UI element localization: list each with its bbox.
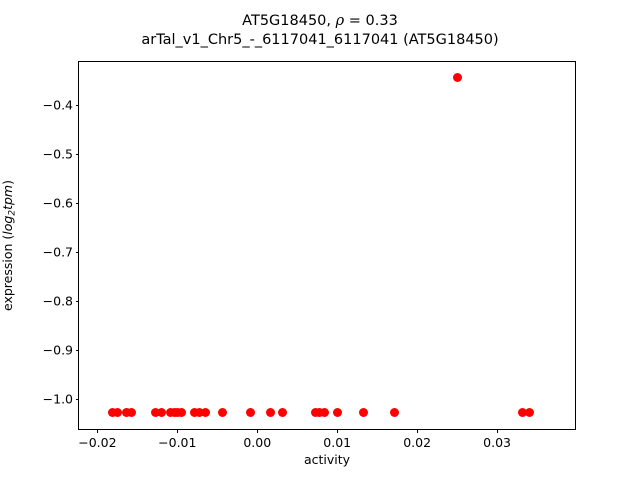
x-tick-mark [257, 429, 259, 433]
y-axis-label-math-base: log [0, 215, 15, 235]
y-tick-mark [75, 202, 79, 204]
y-tick-label: −0.6 [42, 195, 73, 211]
y-tick-label: −0.5 [42, 146, 73, 162]
y-tick-mark [75, 251, 79, 253]
x-tick-mark [337, 429, 339, 433]
x-tick-label: 0.02 [403, 435, 432, 450]
data-point [390, 408, 400, 418]
chart-title-line-2: arTal_v1_Chr5_-_6117041_6117041 (AT5G184… [141, 32, 499, 48]
data-point [195, 408, 205, 418]
data-point [190, 408, 200, 418]
y-axis-label-prefix: expression ( [0, 234, 15, 311]
data-point [266, 408, 276, 418]
data-point [217, 408, 227, 418]
y-axis-label: expression (log2tpm) [0, 61, 22, 430]
data-point [112, 408, 122, 418]
data-point [122, 408, 132, 418]
rho-symbol: ρ [335, 13, 345, 29]
y-tick-mark [75, 104, 79, 106]
y-tick-mark [75, 153, 79, 155]
data-point [278, 408, 288, 418]
x-tick-label: 0.03 [483, 435, 511, 450]
chart-title: AT5G18450, ρ = 0.33 arTal_v1_Chr5_-_6117… [0, 12, 640, 50]
y-tick-mark [75, 300, 79, 302]
data-point [127, 408, 137, 418]
x-tick-label: 0.00 [243, 435, 272, 450]
data-point [156, 408, 166, 418]
data-point [108, 408, 118, 418]
x-tick-mark [417, 429, 419, 433]
chart-title-line-1: AT5G18450, ρ = 0.33 [0, 12, 640, 31]
data-point [319, 408, 329, 418]
x-axis-label: activity [303, 452, 351, 467]
title-gene-prefix: AT5G18450, [242, 13, 336, 29]
x-tick-mark [497, 429, 499, 433]
y-tick-label: −0.8 [42, 293, 73, 309]
plot-axes: −0.02 −0.01 0.00 0.01 0.02 0.03 −0.4 −0.5 −0.6 −… [43, 61, 576, 450]
x-tick-mark [177, 429, 179, 433]
data-point [151, 408, 161, 418]
data-point [176, 408, 186, 418]
data-point [525, 408, 535, 418]
plot-data-area [79, 62, 575, 429]
y-tick-mark [75, 398, 79, 400]
data-point [453, 73, 463, 83]
y-tick-mark [75, 349, 79, 351]
data-point [315, 408, 325, 418]
data-point [245, 408, 255, 418]
data-point [333, 408, 343, 418]
x-tick-mark [97, 429, 99, 433]
y-tick-label: −0.7 [42, 244, 73, 260]
x-tick-label: 0.01 [323, 435, 352, 450]
y-axis-label-math-sub: 2 [7, 209, 18, 216]
data-point [200, 408, 210, 418]
y-tick-label: −0.9 [42, 342, 73, 358]
y-tick-label: −0.4 [42, 97, 73, 113]
x-tick-label: −0.01 [158, 435, 197, 450]
y-axis-label-math-unit: tpm [0, 184, 15, 210]
y-tick-label: −1.0 [42, 391, 73, 407]
data-point [359, 408, 369, 418]
title-rho-value: = 0.33 [344, 13, 398, 29]
x-tick-label: −0.02 [78, 435, 117, 450]
data-point [518, 408, 528, 418]
y-axis-label-suffix: ) [0, 180, 15, 185]
